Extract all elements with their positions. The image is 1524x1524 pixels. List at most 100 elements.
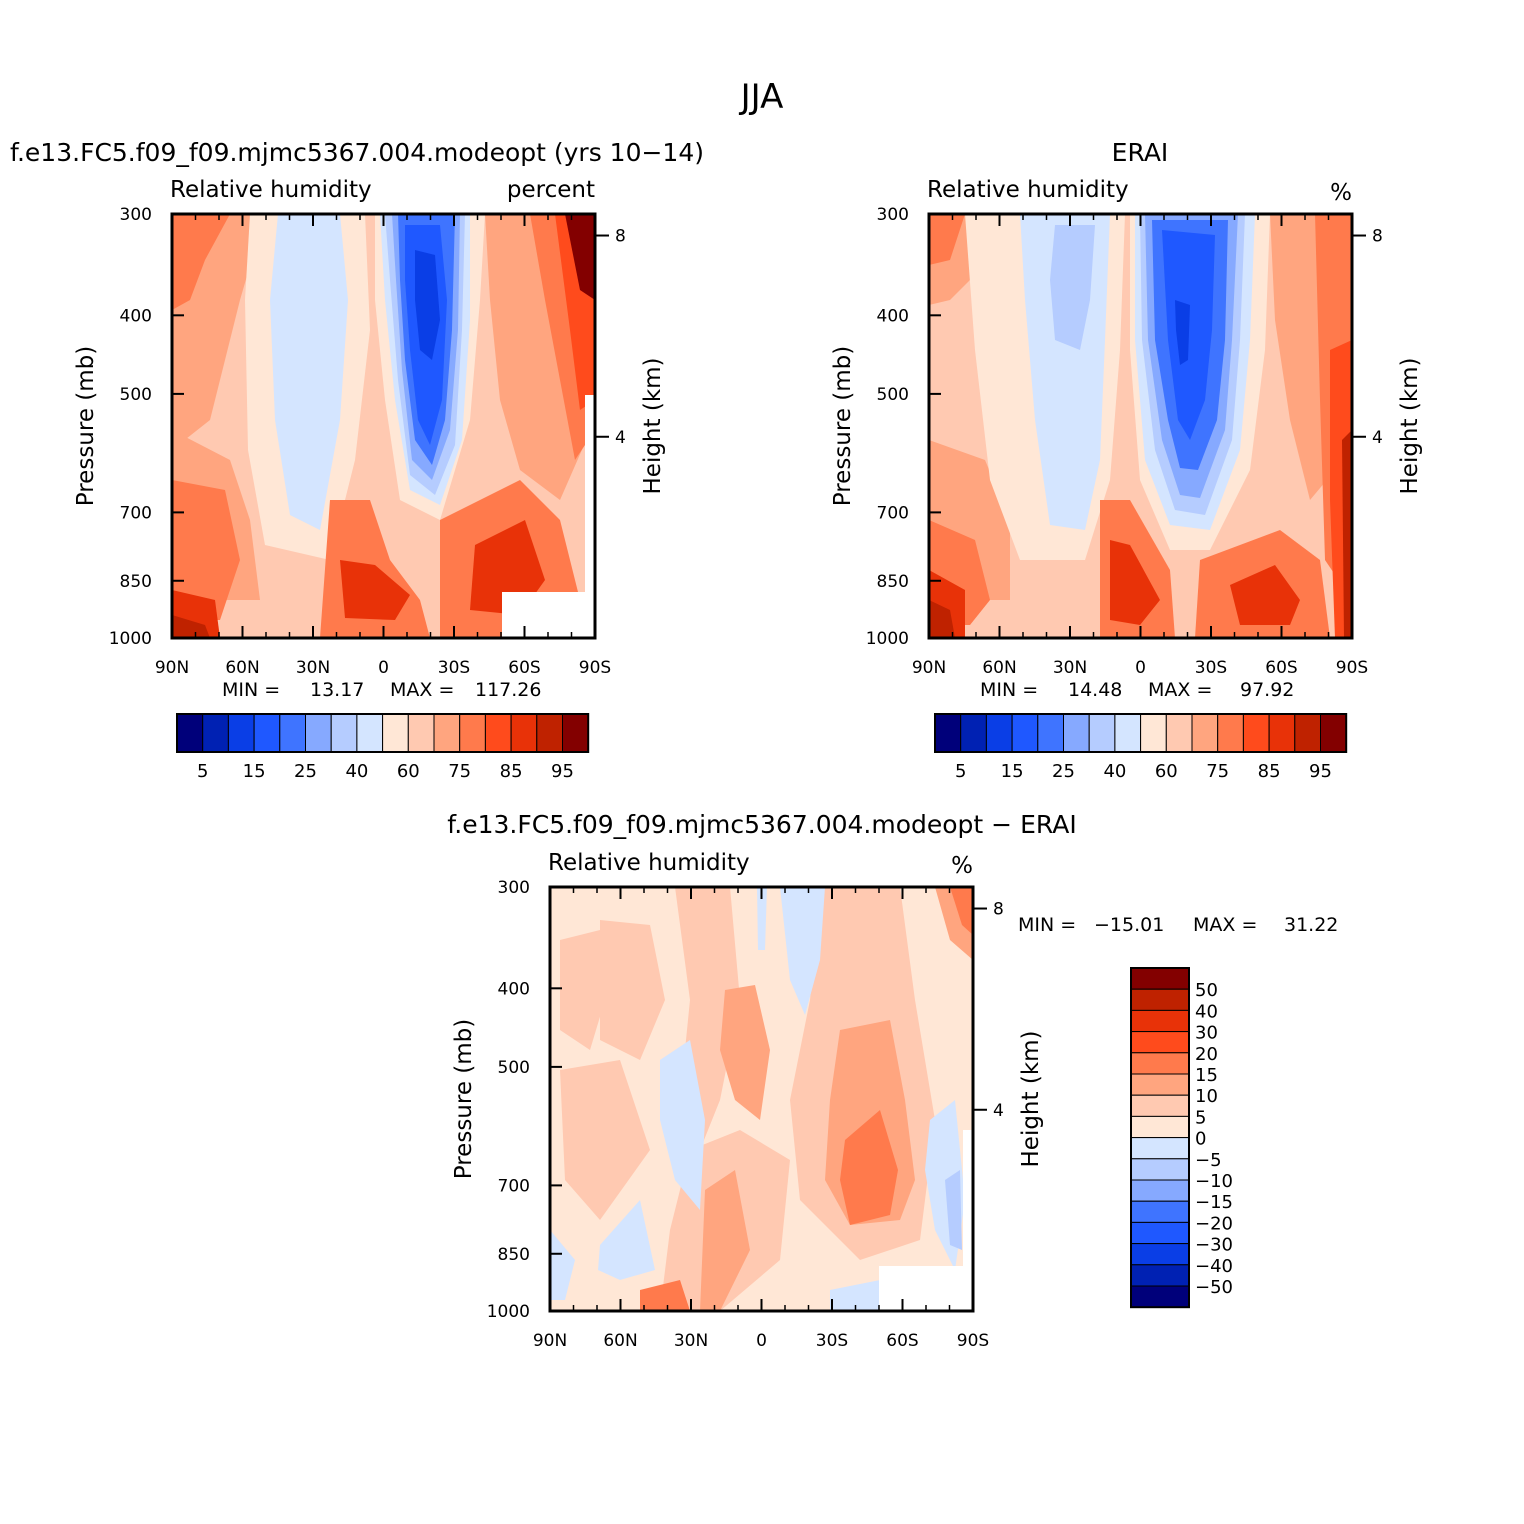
colorbar-swatch xyxy=(1130,1052,1190,1075)
diff-contour-neg-e xyxy=(550,1230,575,1300)
panel-model-ylabel: Pressure (mb) xyxy=(73,346,99,506)
x-tick-label: 90S xyxy=(957,1331,989,1351)
model-contour-sh-polar-max xyxy=(565,214,595,300)
colorbar-swatch xyxy=(459,713,486,753)
diff-contour-neg-a xyxy=(780,887,825,1015)
y-tick-label: 400 xyxy=(498,979,530,999)
colorbar-label: −50 xyxy=(1195,1277,1233,1298)
x-tick-label: 30N xyxy=(674,1331,708,1351)
diff-contour-c xyxy=(560,1060,650,1220)
panel-diff-max-label: MAX = xyxy=(1193,914,1257,936)
erai-contour-nh-surface2 xyxy=(929,600,955,638)
panel-diff-max-value: 31.22 xyxy=(1284,914,1338,936)
colorbar-swatch xyxy=(1294,713,1322,753)
x-tick-label: 0 xyxy=(756,1331,767,1351)
panel-erai-min-label: MIN = xyxy=(980,679,1038,701)
colorbar-swatch xyxy=(934,713,962,753)
panel-erai-axes: 90N 60N 30N 0 30S 60S 90S 300 400 500 700 850 1000 8 4 xyxy=(866,205,1383,678)
diff-contour-neg-g xyxy=(945,1170,962,1250)
colorbar-swatch xyxy=(1114,713,1142,753)
diff-contour-e xyxy=(720,985,770,1120)
colorbar-swatch xyxy=(1320,713,1347,753)
y-tick-label: 850 xyxy=(498,1245,530,1265)
colorbar-swatch xyxy=(1242,713,1270,753)
x-tick-label: 60N xyxy=(603,1331,637,1351)
diff-contour-g xyxy=(700,1170,750,1311)
panel-model-subtitle-right: percent xyxy=(507,177,595,203)
erai-contour-nh-top2 xyxy=(929,214,965,265)
colorbar-label: 60 xyxy=(397,761,420,782)
erai-contour-sh-storm-core xyxy=(1230,565,1300,625)
height-tick-label: 8 xyxy=(1372,227,1383,247)
colorbar-swatch xyxy=(1130,1009,1190,1033)
erai-contour-dry-nh-core xyxy=(1050,225,1095,350)
colorbar-label: 95 xyxy=(551,761,574,782)
colorbar-swatch xyxy=(1191,713,1219,753)
x-tick-label: 90N xyxy=(533,1331,567,1351)
y-tick-label: 300 xyxy=(120,205,152,225)
x-tick-label: 30S xyxy=(816,1331,848,1351)
colorbar-label: −40 xyxy=(1195,1256,1233,1277)
colorbar-swatch xyxy=(202,713,229,753)
y-tick-label: 1000 xyxy=(109,629,152,649)
colorbar-swatch xyxy=(1140,713,1167,753)
model-contour-dry-core xyxy=(415,250,440,360)
height-tick-label: 4 xyxy=(1372,428,1383,448)
x-tick-label: 90S xyxy=(1336,658,1368,678)
colorbar-label: 25 xyxy=(1052,761,1075,782)
height-tick-label: 8 xyxy=(993,900,1004,920)
colorbar-label: 40 xyxy=(345,761,368,782)
colorbar-swatch xyxy=(279,713,306,753)
panel-model: f.e13.FC5.f09_f09.mjmc5367.004.modeopt (… xyxy=(10,138,704,782)
colorbar-frame xyxy=(934,713,1348,753)
panel-model-axes: 90N 60N 30N 0 30S 60S 90S 300 400 500 700 850 1000 8 4 xyxy=(109,205,626,678)
panel-diff-subtitle-left: Relative humidity xyxy=(548,850,750,876)
panel-model-min-value: 13.17 xyxy=(310,679,364,701)
colorbar-swatch xyxy=(484,713,512,753)
colorbar-swatch xyxy=(510,713,538,753)
panel-model-subtitle-left: Relative humidity xyxy=(170,177,372,203)
colorbar-swatch xyxy=(1130,1264,1190,1287)
x-tick-label: 90N xyxy=(912,658,946,678)
colorbar-swatch xyxy=(433,713,461,753)
height-tick-label: 8 xyxy=(615,227,626,247)
colorbar-swatch xyxy=(1130,1137,1190,1160)
colorbar-label: 40 xyxy=(1195,1001,1218,1022)
panel-model-max-label: MAX = xyxy=(390,679,454,701)
panel-diff-ylabel: Pressure (mb) xyxy=(451,1019,477,1179)
colorbar-swatch xyxy=(960,713,987,753)
colorbar-swatch xyxy=(1217,713,1244,753)
colorbar-swatch xyxy=(1130,1243,1190,1266)
colorbar-swatch xyxy=(1037,713,1065,753)
colorbar-swatch xyxy=(356,713,384,753)
colorbar-label: 85 xyxy=(500,761,523,782)
diff-contour-a xyxy=(560,930,605,1050)
colorbar-label: 10 xyxy=(1195,1086,1218,1107)
x-tick-label: 90S xyxy=(579,658,611,678)
colorbar-swatch xyxy=(305,713,332,753)
colorbar-label: 60 xyxy=(1155,761,1178,782)
colorbar-swatch xyxy=(330,713,358,753)
colorbar-label: 5 xyxy=(1195,1107,1206,1128)
x-tick-label: 30S xyxy=(438,658,470,678)
panel-erai-ylabel-right: Height (km) xyxy=(1397,357,1423,494)
model-contour-itcz-core xyxy=(340,560,410,620)
y-tick-label: 300 xyxy=(877,205,909,225)
colorbar-label: 0 xyxy=(1195,1129,1206,1150)
colorbar-label: 5 xyxy=(197,761,208,782)
colorbar-label: −5 xyxy=(1195,1150,1222,1171)
colorbar-swatch xyxy=(1130,1200,1190,1223)
panel-erai-contour-field xyxy=(929,214,1352,638)
y-tick-label: 700 xyxy=(877,503,909,523)
model-contour-nh-low2 xyxy=(172,480,240,620)
y-tick-label: 1000 xyxy=(866,629,909,649)
model-contour-nh-surface2 xyxy=(172,615,210,638)
y-tick-label: 300 xyxy=(498,878,530,898)
colorbar-label: 5 xyxy=(955,761,966,782)
colorbar-swatch xyxy=(253,713,281,753)
colorbar-swatch xyxy=(562,713,589,753)
diff-contour-b xyxy=(600,920,665,1060)
x-tick-label: 90N xyxy=(155,658,189,678)
panel-diff-axes: 90N 60N 30N 0 30S 60S 90S 300 400 500 700 850 1000 8 4 xyxy=(487,878,1004,1351)
